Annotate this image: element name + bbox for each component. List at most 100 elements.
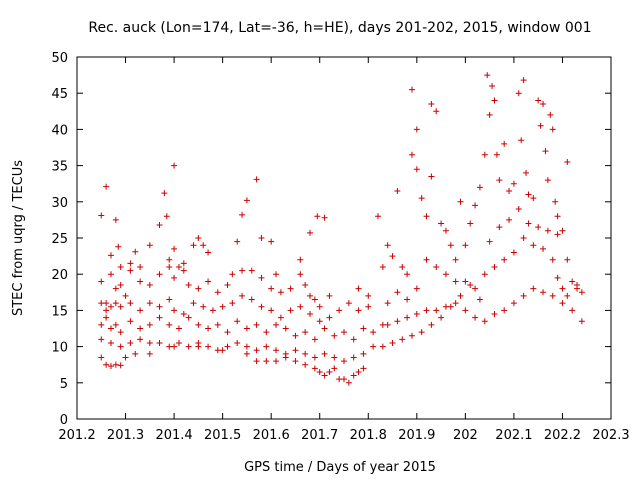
data-point [253,358,260,365]
data-point [239,292,246,299]
data-point [486,238,493,245]
data-point [205,249,212,256]
data-point [122,354,129,361]
data-point [316,318,323,325]
data-point [559,300,566,307]
data-point [389,339,396,346]
data-point [341,358,347,365]
data-point [491,97,498,104]
data-point [418,195,425,202]
data-point [117,282,124,289]
data-point [146,350,153,357]
data-point [433,108,440,115]
data-point [107,339,114,346]
x-tick-label: 201.5 [204,428,241,443]
data-point [355,307,362,314]
data-point [175,325,182,332]
data-point [331,365,338,372]
data-point [506,187,513,194]
data-point [277,314,284,321]
data-point [552,198,559,205]
y-tick-label: 10 [51,341,68,356]
data-point [195,235,202,241]
data-point [515,90,522,97]
data-point [523,169,530,176]
data-points [98,72,585,386]
data-point [307,292,314,299]
data-point [185,314,192,321]
data-point [292,347,299,354]
data-point [394,289,401,296]
data-point [321,325,328,332]
data-point [462,307,469,314]
data-point [297,256,304,263]
data-point [314,213,321,220]
data-point [452,300,459,307]
data-point [175,339,182,346]
x-tick-label: 201.9 [398,428,435,443]
data-point [399,263,406,270]
data-point [404,271,411,278]
data-point [190,300,197,307]
data-point [180,267,187,274]
data-point [112,321,119,328]
data-point [537,122,544,129]
data-point [311,296,318,303]
data-point [234,339,241,346]
data-point [428,101,435,108]
data-point [564,292,571,299]
data-point [117,263,124,270]
data-point [544,177,551,184]
data-point [258,274,265,281]
data-point [549,292,556,299]
data-point [404,296,411,303]
data-point [365,303,372,310]
x-tick-label: 202.3 [592,428,629,443]
data-point [137,278,144,285]
data-point [564,256,571,263]
data-point [525,220,532,227]
y-tick-label: 35 [51,160,68,175]
data-point [166,296,173,303]
data-point [559,227,566,234]
data-point [540,289,547,296]
data-point [273,347,280,354]
data-point [510,180,517,187]
data-point [520,292,527,299]
data-point [535,97,542,104]
y-tick-label: 40 [51,123,68,138]
data-point [273,271,280,278]
data-point [554,274,561,281]
data-point [530,195,537,202]
data-point [311,354,318,361]
data-point [287,307,294,314]
data-point [132,248,139,255]
data-point [263,343,270,350]
data-point [112,216,119,223]
data-point [547,111,554,118]
data-point [404,314,411,321]
data-point [355,285,362,292]
data-point [413,166,420,173]
data-point [462,242,469,249]
data-point [549,126,556,133]
data-point [107,363,114,370]
data-point [379,343,386,350]
x-tick-label: 201.4 [155,428,192,443]
data-point [336,307,343,314]
data-point [98,300,105,307]
x-tick-label: 201.7 [301,428,338,443]
data-point [229,271,236,278]
y-tick-label: 25 [51,232,68,247]
data-point [476,184,483,191]
data-point [374,213,381,220]
data-point [195,343,202,350]
data-point [282,354,289,361]
data-point [476,296,483,303]
data-point [117,343,124,350]
data-point [263,358,270,365]
y-tick-label: 50 [51,51,68,66]
data-point [258,235,265,241]
data-point [413,126,420,133]
data-point [219,303,226,310]
